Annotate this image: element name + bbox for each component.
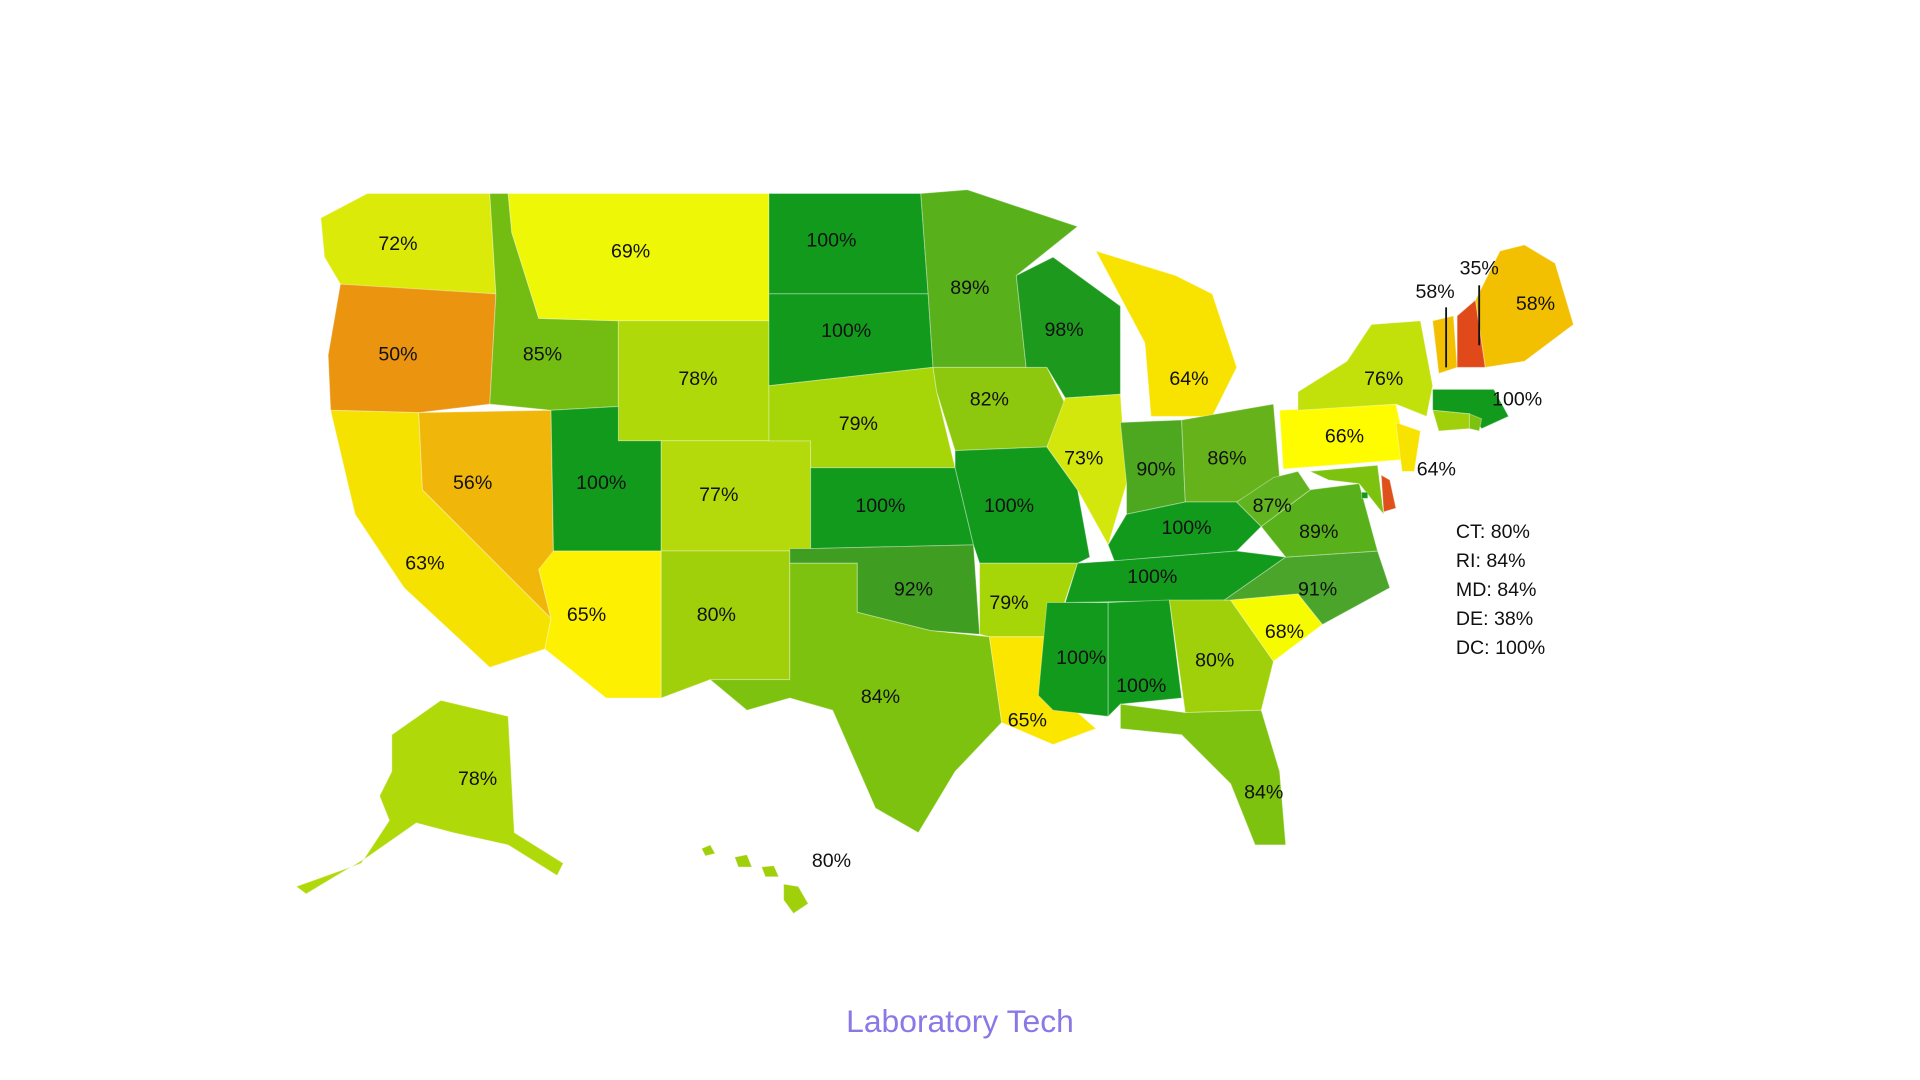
state-label: 65% [1008,709,1047,731]
state-region [1107,599,1183,718]
state-label: 56% [453,472,492,494]
state-region [1168,599,1274,714]
state-label: 78% [678,368,717,390]
list-label: DE: 38% [1456,608,1533,630]
state-label: 68% [1265,621,1304,643]
state-label: 64% [1417,458,1456,480]
state-region [1431,409,1470,432]
state-label: 65% [567,604,606,626]
list-label: DC: 100% [1456,637,1545,659]
state-label: 89% [950,277,989,299]
state-label: 66% [1325,425,1364,447]
state-label: 63% [405,553,444,575]
state-label: 78% [458,768,497,790]
state-region [295,699,564,895]
state-label: 100% [1127,566,1177,588]
state-label: 35% [1460,258,1499,280]
state-label: 100% [1161,517,1211,539]
state-label: 72% [378,233,417,255]
state-label: 90% [1136,458,1175,480]
state-region [1395,421,1421,472]
state-label: 73% [1064,447,1103,469]
state-region [1475,244,1575,368]
state-region [1308,464,1385,516]
state-label: 58% [1516,293,1555,315]
state-label: 91% [1298,578,1337,600]
state-region [1119,703,1287,846]
state-label: 89% [1299,521,1338,543]
labels: 72% 50% 63% 56% 85% 69% 78% 100% 77% 65% 80% 100% 10… [378,229,1555,872]
state-label: 100% [821,320,871,342]
state-label: 69% [611,240,650,262]
state-label: 84% [1244,782,1283,804]
list-label: MD: 84% [1456,579,1537,601]
map-title: Laboratory Tech [846,1003,1074,1039]
state-label: 80% [697,604,736,626]
state-label: 100% [1116,675,1166,697]
state-label: 84% [861,686,900,708]
state-label: 92% [894,578,933,600]
state-region [1380,474,1397,513]
state-region [1361,491,1369,499]
state-label: 58% [1416,281,1455,303]
list-label: CT: 80% [1456,521,1530,543]
state-label: 85% [523,343,562,365]
state-label: 80% [1195,649,1234,671]
state-label: 82% [970,389,1009,411]
state-label: 87% [1253,495,1292,517]
state-label: 98% [1044,319,1083,341]
state-region [1260,483,1379,558]
state-label: 100% [576,472,626,494]
state-label: 77% [699,484,738,506]
state-region [1468,413,1483,432]
state-region [1297,320,1434,417]
state-region [700,844,809,915]
state-label: 100% [1056,647,1106,669]
state-label: 100% [806,229,856,251]
regions [295,189,1575,915]
state-label: 79% [839,413,878,435]
state-region [1037,601,1109,717]
state-region [708,562,1003,834]
state-label: 50% [378,343,417,365]
state-region [1235,470,1311,528]
list-label: RI: 84% [1456,550,1526,572]
state-region [1432,315,1458,375]
state-label: 80% [812,850,851,872]
state-label: 100% [855,495,905,517]
state-label: 64% [1169,368,1208,390]
state-label: 100% [1492,389,1542,411]
state-label: 86% [1207,447,1246,469]
state-region [1094,250,1238,417]
state-label: 100% [984,495,1034,517]
state-label: 76% [1364,368,1403,390]
state-label: 79% [989,592,1028,614]
